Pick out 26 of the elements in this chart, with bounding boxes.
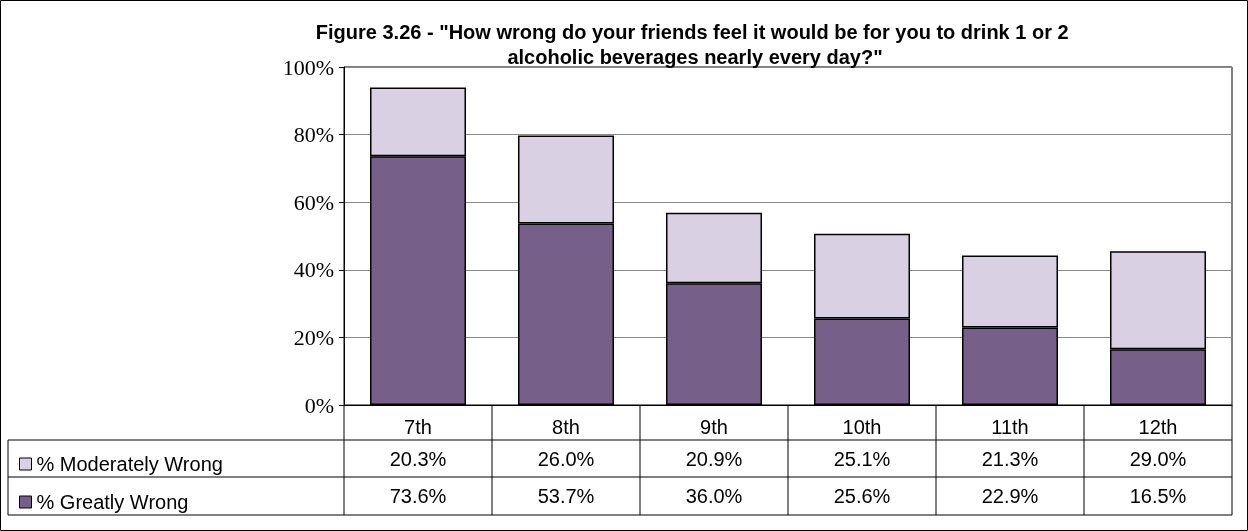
legend-label: % Moderately Wrong [36, 453, 223, 475]
data-label: 29.0% [1129, 447, 1187, 470]
data-label: 16.5% [1129, 485, 1187, 507]
y-tick-label: 20% [293, 324, 334, 350]
data-label: 53.7% [537, 485, 595, 507]
data-label: 20.9% [685, 447, 743, 470]
data-label: 25.6% [833, 485, 891, 507]
x-tick-label: 8th [552, 416, 580, 438]
legend-label: % Greatly Wrong [36, 491, 189, 513]
x-tick-label: 12th [1138, 416, 1178, 438]
data-label: 36.0% [685, 485, 743, 507]
data-label: 22.9% [981, 485, 1039, 507]
x-tick-label: 11th [991, 416, 1029, 438]
data-label: 73.6% [389, 485, 447, 507]
data-label: 20.3% [389, 447, 447, 470]
y-tick-label: 80% [293, 122, 334, 148]
x-tick-label: 10th [842, 416, 882, 438]
y-tick-label: 60% [293, 189, 334, 215]
y-tick-label: 40% [293, 257, 334, 283]
x-tick-label: 7th [404, 416, 432, 438]
y-tick-label: 0% [304, 392, 334, 418]
data-label: 21.3% [981, 447, 1039, 470]
x-tick-label: 9th [700, 416, 728, 438]
y-tick-label: 100% [282, 54, 334, 80]
data-label: 25.1% [833, 447, 891, 470]
data-label: 26.0% [537, 447, 595, 470]
